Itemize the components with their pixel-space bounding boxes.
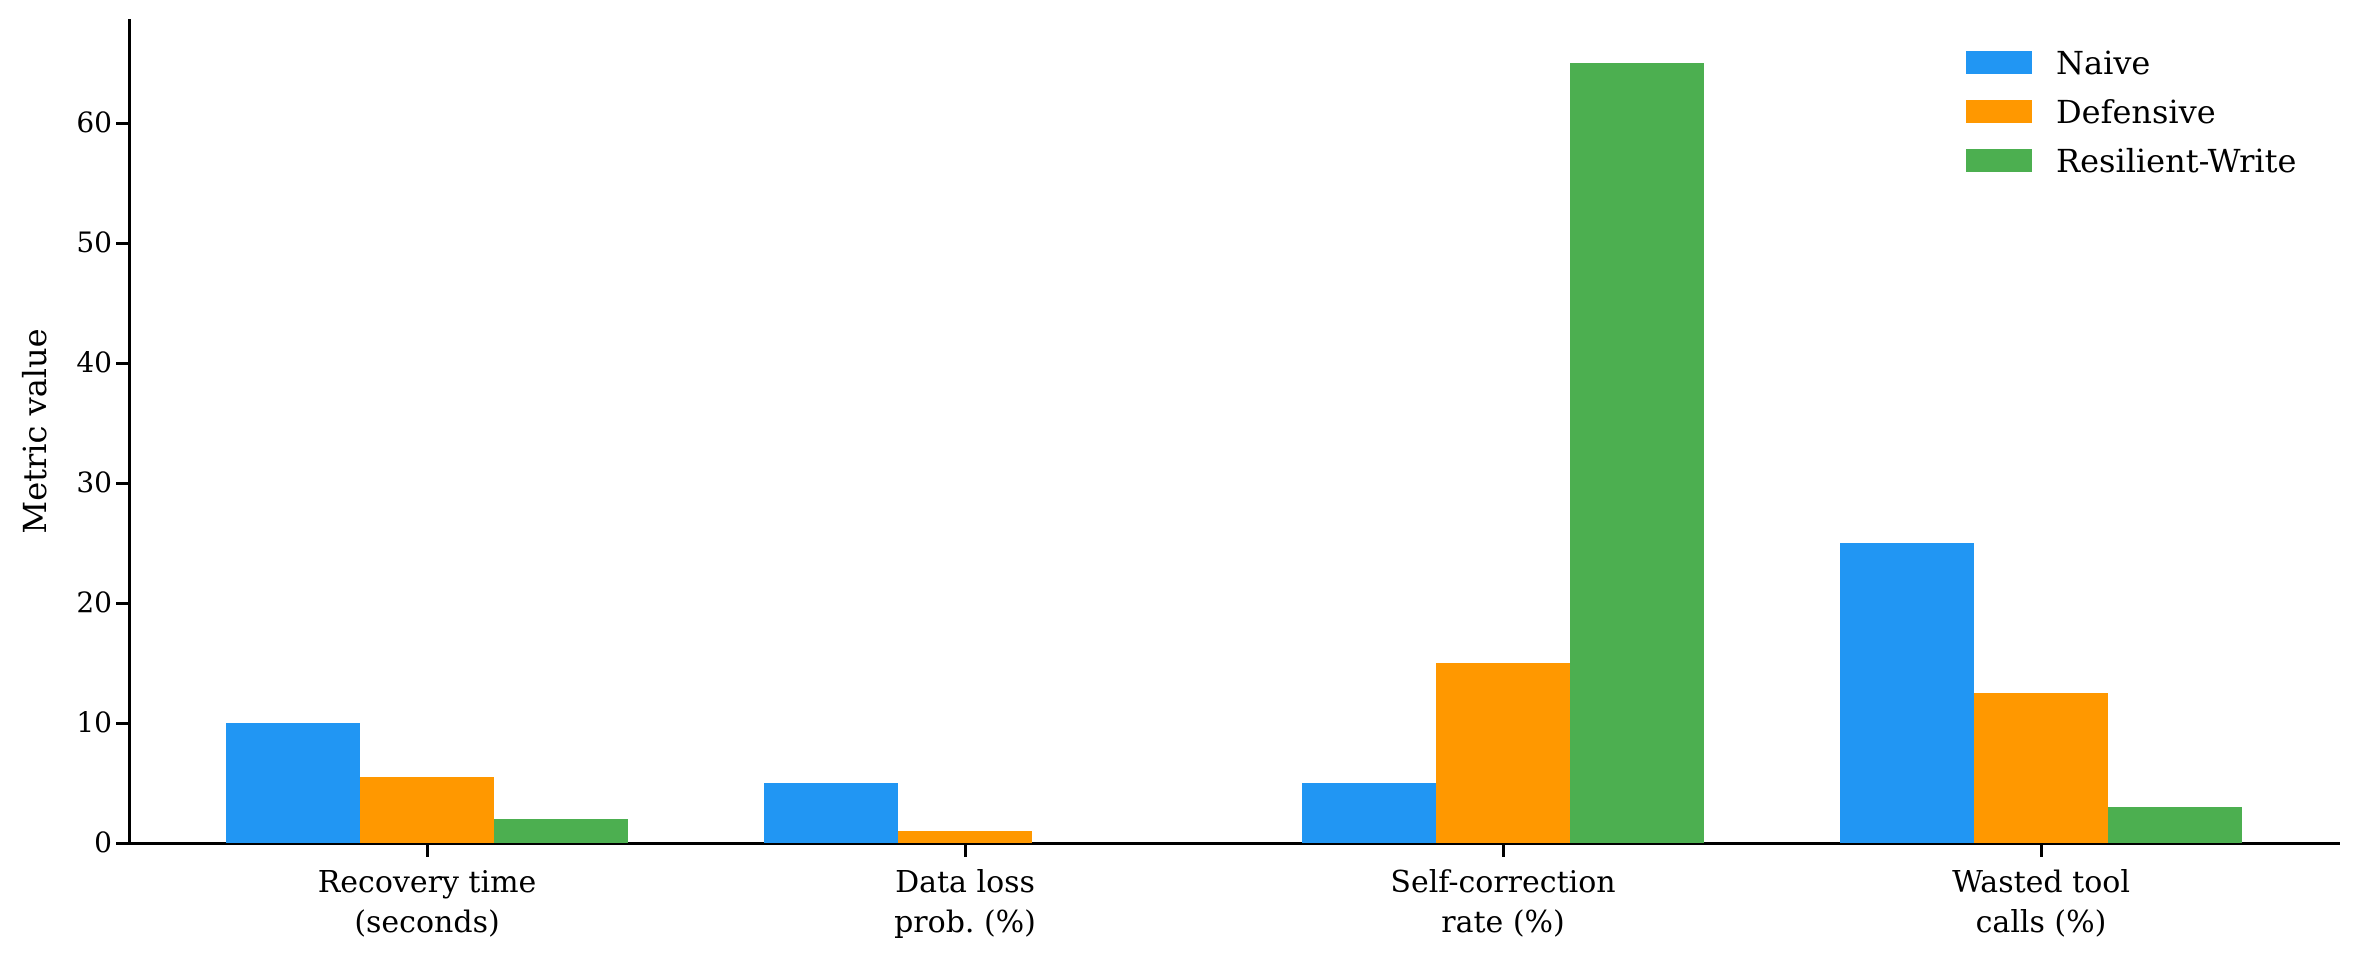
x-category-label-self-correction: Self-correction rate (%) [1390, 865, 1616, 940]
legend-label: Resilient-Write [2056, 141, 2297, 180]
bar-defensive-3 [1436, 663, 1570, 843]
x-tick-mark [425, 844, 429, 857]
y-axis-line [127, 19, 131, 845]
bar-resilient-write-1 [494, 819, 628, 843]
y-tick-label: 30 [76, 466, 112, 500]
bar-naive-1 [226, 723, 360, 843]
y-tick-mark [115, 241, 128, 245]
x-tick-mark [963, 844, 967, 857]
bar-naive-2 [764, 783, 898, 843]
bar-naive-4 [1840, 543, 1974, 843]
y-tick-mark [115, 841, 128, 845]
y-tick-mark [115, 481, 128, 485]
y-tick-mark [115, 601, 128, 605]
legend-item-naive: Naive [1966, 44, 2296, 82]
x-category-label-recovery-time: Recovery time (seconds) [317, 865, 537, 940]
bar-naive-3 [1302, 783, 1436, 843]
bar-resilient-write-3 [1570, 63, 1704, 843]
bar-defensive-1 [360, 777, 494, 843]
legend-swatch-resilient-write [1966, 149, 2032, 172]
x-tick-mark [1501, 844, 1505, 857]
legend: Naive Defensive Resilient-Write [1966, 44, 2296, 198]
y-tick-label: 60 [76, 106, 112, 140]
legend-swatch-naive [1966, 51, 2032, 74]
legend-item-resilient-write: Resilient-Write [1966, 142, 2296, 180]
bar-defensive-4 [1974, 693, 2108, 843]
bar-defensive-2 [898, 831, 1032, 843]
x-axis-line [127, 841, 2340, 845]
legend-label: Defensive [2056, 92, 2216, 131]
y-tick-label: 10 [76, 706, 112, 740]
y-tick-mark [115, 721, 128, 725]
legend-swatch-defensive [1966, 100, 2032, 123]
x-tick-mark [2039, 844, 2043, 857]
y-tick-mark [115, 121, 128, 125]
y-tick-label: 40 [76, 346, 112, 380]
y-tick-mark [115, 361, 128, 365]
legend-label: Naive [2056, 43, 2151, 82]
legend-item-defensive: Defensive [1966, 93, 2296, 131]
y-tick-label: 20 [76, 586, 112, 620]
bar-resilient-write-4 [2108, 807, 2242, 843]
y-tick-label: 50 [76, 226, 112, 260]
y-tick-label: 0 [94, 826, 112, 859]
x-category-label-wasted-tool: Wasted tool calls (%) [1952, 865, 2130, 940]
x-category-label-data-loss: Data loss prob. (%) [894, 865, 1036, 940]
